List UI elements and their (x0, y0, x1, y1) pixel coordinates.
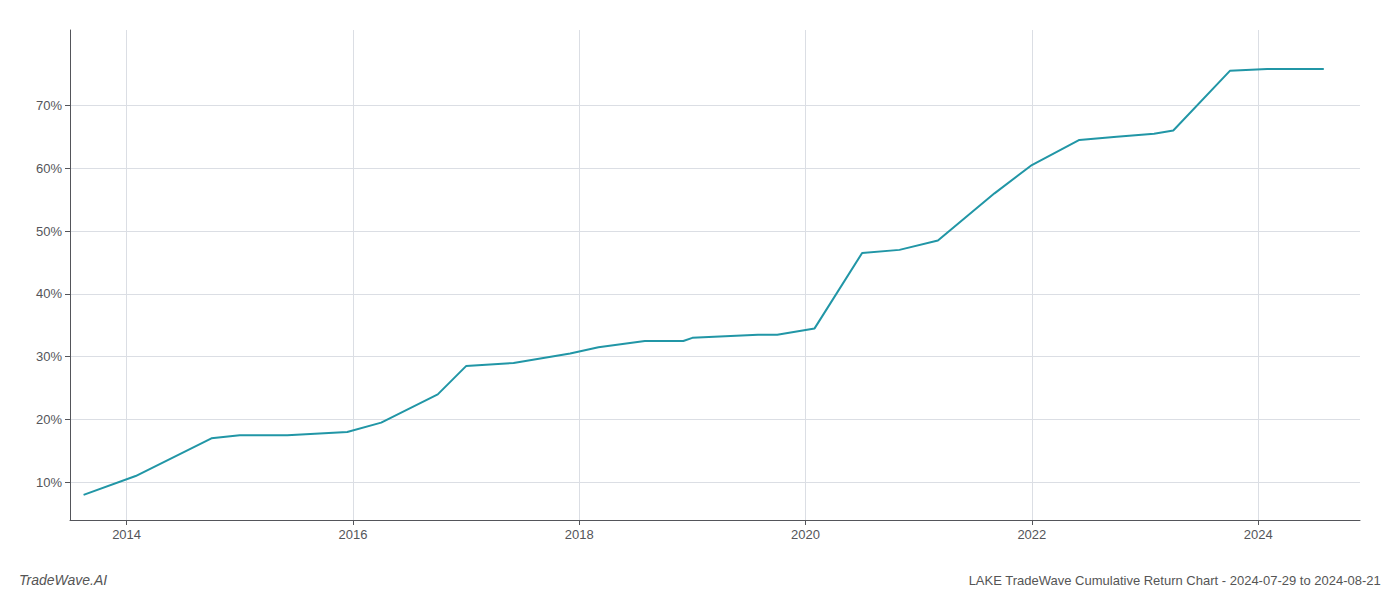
svg-text:2024: 2024 (1244, 527, 1273, 542)
svg-text:70%: 70% (36, 98, 62, 113)
svg-text:50%: 50% (36, 224, 62, 239)
svg-text:2018: 2018 (565, 527, 594, 542)
svg-text:30%: 30% (36, 349, 62, 364)
svg-text:10%: 10% (36, 475, 62, 490)
svg-text:40%: 40% (36, 286, 62, 301)
svg-text:20%: 20% (36, 412, 62, 427)
svg-text:60%: 60% (36, 161, 62, 176)
svg-text:LAKE TradeWave Cumulative Retu: LAKE TradeWave Cumulative Return Chart -… (969, 573, 1381, 588)
svg-text:2014: 2014 (112, 527, 141, 542)
svg-text:2016: 2016 (338, 527, 367, 542)
svg-text:2022: 2022 (1017, 527, 1046, 542)
svg-text:2020: 2020 (791, 527, 820, 542)
svg-text:TradeWave.AI: TradeWave.AI (19, 572, 107, 588)
